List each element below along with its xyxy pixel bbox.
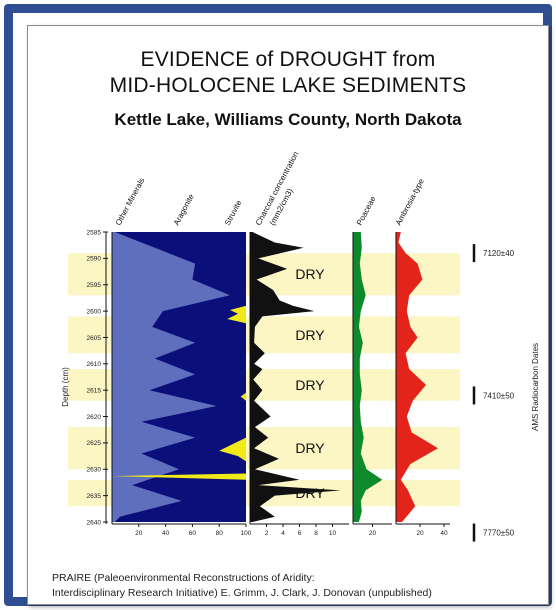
axes-group [103, 231, 476, 542]
y-tick-label: 2635 [87, 493, 102, 500]
y-tick-label: 2590 [87, 256, 102, 263]
other-panels [250, 232, 438, 522]
y-tick-label: 2625 [87, 440, 102, 447]
radiocarbon-date: 7410±50 [483, 391, 515, 400]
minerals-panel [112, 232, 246, 522]
x-tick-label: 40 [440, 530, 448, 537]
column-label: Poaceae [355, 194, 378, 227]
x-tick-label: 2 [265, 530, 269, 537]
x-tick-label: 8 [314, 530, 318, 537]
column-label: Aragonite [172, 192, 196, 227]
x-tick-label: 80 [216, 530, 224, 537]
radiocarbon-axis-title: AMS Radiocarbon Dates [531, 343, 540, 431]
column-label: Struvite [223, 198, 244, 227]
y-tick-label: 2610 [87, 361, 102, 368]
y-tick-label: 2605 [87, 335, 102, 342]
dry-label: DRY [295, 327, 325, 343]
y-tick-label: 2585 [87, 229, 102, 236]
x-tick-label: 100 [241, 530, 252, 537]
y-tick-label: 2615 [87, 387, 102, 394]
column-label: Other Minerals [114, 176, 147, 227]
series-charcoal-concentration [250, 232, 341, 522]
series-aragonite [112, 232, 230, 522]
x-tick-label: 6 [298, 530, 302, 537]
radiocarbon-date: 7120±40 [483, 249, 515, 258]
figure-panel: EVIDENCE of DROUGHT from MID-HOLOCENE LA… [27, 25, 549, 605]
dry-label: DRY [295, 377, 325, 393]
column-label: Ambrosia-type [394, 177, 426, 227]
y-tick-label: 2595 [87, 282, 102, 289]
title-line-2: MID-HOLOCENE LAKE SEDIMENTS [109, 74, 467, 97]
credit-line-1: PRAIRE (Paleoenvironmental Reconstructio… [52, 572, 315, 584]
series-poaceae [353, 232, 383, 522]
chart-subtitle: Kettle Lake, Williams County, North Dako… [114, 110, 462, 129]
x-tick-label: 20 [369, 530, 377, 537]
x-tick-label: 40 [162, 530, 170, 537]
y-tick-label: 2620 [87, 414, 102, 421]
figure-frame: EVIDENCE of DROUGHT from MID-HOLOCENE LA… [4, 4, 552, 606]
dry-label: DRY [295, 485, 325, 501]
series-ambrosia-type [396, 232, 438, 522]
y-tick-label: 2630 [87, 467, 102, 474]
depth-axis-title: Depth (cm) [61, 367, 70, 407]
pollen-diagram: DRY DRY DRY DRY DRY 20 40 60 80 100 2 4 6 8 10 20 20 40 25… [61, 150, 540, 542]
x-tick-label: 10 [329, 530, 337, 537]
x-tick-label: 60 [189, 530, 197, 537]
title-line-1: EVIDENCE of DROUGHT from [140, 48, 436, 71]
credit-line-2: Interdisciplinary Research Initiative) E… [52, 587, 432, 599]
dry-label: DRY [295, 266, 325, 282]
x-tick-label: 4 [281, 530, 285, 537]
x-tick-label: 20 [135, 530, 143, 537]
x-tick-label: 20 [416, 530, 424, 537]
y-tick-label: 2640 [87, 519, 102, 526]
dry-label: DRY [295, 440, 325, 456]
radiocarbon-date: 7770±50 [483, 529, 515, 538]
y-tick-label: 2600 [87, 308, 102, 315]
